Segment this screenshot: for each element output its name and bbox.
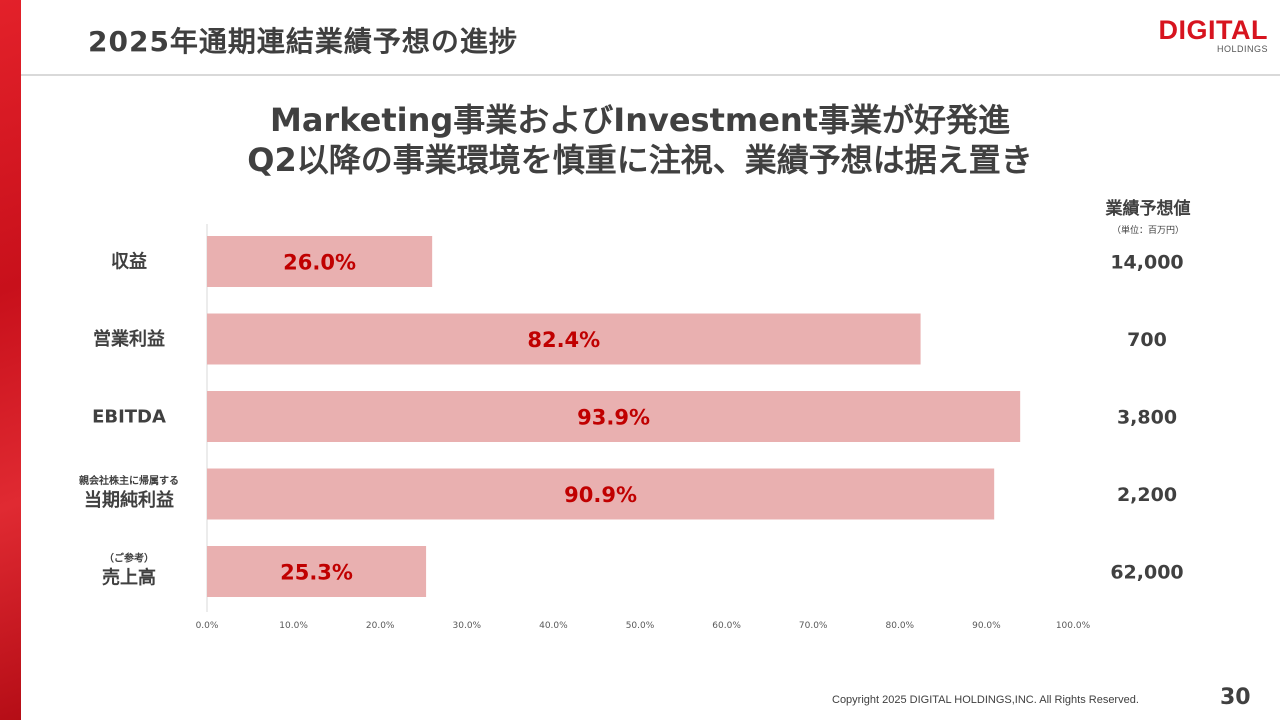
value-label-0: 26.0% (283, 251, 356, 275)
bar-4 (207, 546, 427, 597)
value-label-2: 93.9% (577, 406, 650, 430)
value-label-4: 25.3% (280, 561, 353, 585)
headline-line-2: Q2以降の事業環境を慎重に注視、業績予想は据え置き (247, 141, 1033, 179)
category-label-0: 収益 (111, 251, 147, 273)
x-tick-label-2: 20.0% (366, 621, 395, 631)
x-tick-label-8: 80.0% (886, 621, 915, 631)
category-label-2: EBITDA (92, 407, 166, 428)
forecast-column-title: 業績予想値 (1105, 199, 1191, 219)
x-tick-label-6: 60.0% (712, 621, 741, 631)
bar-1 (207, 313, 921, 365)
x-tick-label-7: 70.0% (799, 621, 828, 631)
forecast-value-4: 62,000 (1110, 562, 1183, 584)
forecast-value-3: 2,200 (1117, 484, 1177, 506)
bar-0 (207, 236, 433, 287)
company-logo: DIGITAL HOLDINGS (1146, 16, 1268, 54)
forecast-value-2: 3,800 (1117, 407, 1177, 429)
copyright-notice: Copyright 2025 DIGITAL HOLDINGS,INC. All… (832, 694, 1139, 706)
x-tick-label-0: 0.0% (196, 621, 219, 631)
x-tick-label-3: 30.0% (453, 621, 482, 631)
side-accent-band (0, 0, 21, 720)
forecast-value-1: 700 (1127, 329, 1167, 351)
x-tick-label-5: 50.0% (626, 621, 655, 631)
forecast-column-header: 業績予想値 （単位：百万円） (1090, 194, 1206, 236)
forecast-column-unit: （単位：百万円） (1111, 226, 1184, 236)
category-sublabel-4: （ご参考） (104, 552, 154, 565)
x-tick-label-10: 100.0% (1056, 621, 1091, 631)
x-tick-label-4: 40.0% (539, 621, 568, 631)
logo-subtext: HOLDINGS (1216, 44, 1268, 54)
category-sublabel-3: 親会社株主に帰属する (79, 474, 179, 487)
bar-2 (207, 391, 1021, 442)
x-tick-label-9: 90.0% (972, 621, 1001, 631)
page-title: 2025年通期連結業績予想の進捗 (88, 25, 518, 58)
page-number: 30 (1220, 685, 1251, 710)
category-label-4: 売上高 (102, 567, 156, 589)
category-label-1: 営業利益 (93, 328, 165, 350)
category-label-3: 当期純利益 (84, 489, 174, 511)
logo-wordmark: DIGITAL (1158, 15, 1268, 45)
header-divider (21, 74, 1280, 76)
value-label-3: 90.9% (564, 483, 637, 507)
slide-headline: Marketing事業およびInvestment事業が好発進 Q2以降の事業環境… (140, 100, 1140, 180)
x-tick-label-1: 10.0% (279, 621, 308, 631)
forecast-value-0: 14,000 (1110, 252, 1183, 274)
value-label-1: 82.4% (527, 328, 600, 352)
bar-3 (207, 468, 995, 520)
headline-line-1: Marketing事業およびInvestment事業が好発進 (269, 101, 1011, 139)
